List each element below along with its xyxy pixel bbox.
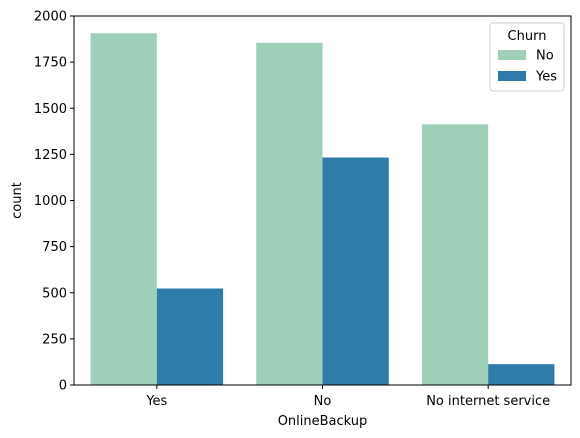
y-tick-label: 2000 bbox=[34, 10, 67, 25]
legend-swatch-yes bbox=[498, 71, 526, 81]
y-tick-label: 1250 bbox=[34, 148, 67, 163]
y-tick-label: 1750 bbox=[34, 56, 67, 71]
legend-label-yes: Yes bbox=[535, 70, 557, 85]
bar-no-1 bbox=[256, 42, 323, 385]
bar-yes-2 bbox=[488, 364, 555, 385]
y-tick-label: 0 bbox=[59, 379, 67, 394]
y-tick-label: 1000 bbox=[34, 194, 67, 209]
x-tick-label: No bbox=[314, 394, 332, 409]
legend-swatch-no bbox=[498, 50, 526, 60]
y-tick-label: 750 bbox=[42, 240, 67, 255]
bars-group bbox=[90, 33, 555, 386]
y-tick-label: 500 bbox=[42, 286, 67, 301]
x-tick-label: Yes bbox=[145, 394, 167, 409]
plot-frame bbox=[73, 15, 572, 386]
y-axis: 0 250 500 750 1000 1250 1500 1750 2000 bbox=[34, 10, 74, 394]
y-axis-label: count bbox=[10, 182, 25, 219]
bar-no-2 bbox=[421, 124, 489, 385]
x-axis-label: OnlineBackup bbox=[278, 414, 368, 429]
x-tick-label: No internet service bbox=[426, 394, 550, 409]
bar-yes-0 bbox=[156, 288, 224, 385]
legend: Churn No Yes bbox=[489, 22, 565, 92]
bar-yes-1 bbox=[322, 157, 389, 385]
legend-title: Churn bbox=[508, 29, 547, 44]
bar-no-0 bbox=[90, 33, 157, 386]
y-tick-label: 1500 bbox=[34, 102, 67, 117]
legend-label-no: No bbox=[536, 49, 554, 64]
x-axis: Yes No No internet service bbox=[145, 385, 550, 409]
y-tick-label: 250 bbox=[42, 332, 67, 347]
